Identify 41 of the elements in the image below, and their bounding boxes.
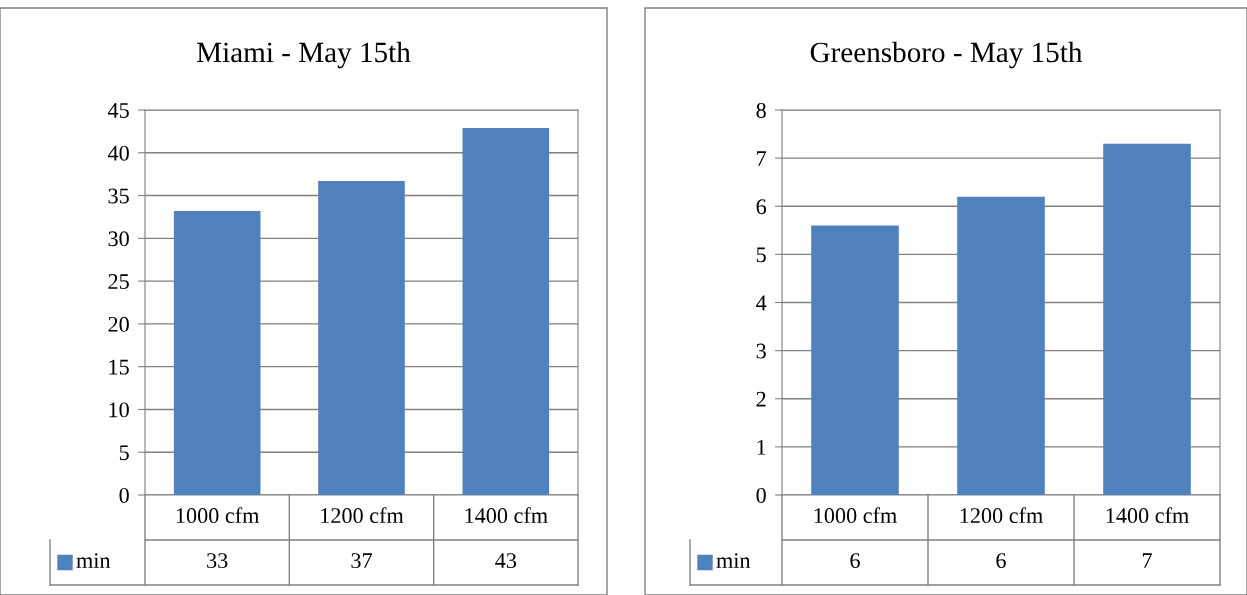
y-tick-label: 5 — [119, 445, 129, 461]
data-label: 37 — [351, 553, 372, 569]
legend-label: min — [76, 553, 111, 568]
x-tick-label: 1000 cfm — [814, 507, 897, 524]
bar — [318, 181, 405, 495]
bar — [173, 210, 261, 495]
x-tick-label: 1000 cfm — [176, 507, 260, 524]
y-tick-label: 25 — [108, 274, 129, 290]
bar — [957, 196, 1045, 495]
y-tick-label: 7 — [757, 151, 767, 166]
x-tick-label: 1400 cfm — [1106, 507, 1189, 524]
x-tick-label: 1200 cfm — [321, 507, 404, 524]
y-tick-label: 35 — [108, 188, 129, 204]
y-tick-label: 3 — [756, 343, 766, 359]
y-tick-label: 30 — [108, 231, 129, 247]
y-tick-label: 15 — [109, 359, 129, 375]
y-tick-label: 20 — [108, 316, 129, 332]
chart-title: Greensboro - May 15th — [810, 41, 1083, 69]
y-tick-label: 0 — [756, 487, 766, 503]
bar — [1103, 143, 1191, 495]
x-tick-label: 1400 cfm — [465, 507, 548, 524]
y-tick-label: 10 — [109, 402, 129, 418]
chart-title: Miami - May 15th — [197, 41, 411, 69]
y-tick-label: 40 — [107, 145, 129, 161]
data-label: 6 — [850, 553, 860, 569]
y-tick-label: 2 — [756, 391, 766, 407]
x-tick-label: 1200 cfm — [960, 507, 1043, 524]
data-label: 33 — [207, 553, 228, 569]
data-label: 43 — [495, 553, 517, 569]
y-tick-label: 4 — [756, 295, 767, 311]
data-label: 6 — [996, 553, 1006, 569]
bar — [462, 127, 550, 495]
legend-label: min — [716, 553, 751, 568]
y-tick-label: 6 — [756, 199, 767, 215]
data-label: 7 — [1142, 553, 1152, 568]
bar — [811, 225, 899, 495]
y-tick-label: 0 — [119, 487, 129, 503]
y-tick-label: 8 — [756, 102, 766, 118]
y-tick-label: 5 — [756, 247, 766, 263]
y-tick-label: 1 — [757, 439, 766, 455]
y-tick-label: 45 — [107, 103, 129, 118]
